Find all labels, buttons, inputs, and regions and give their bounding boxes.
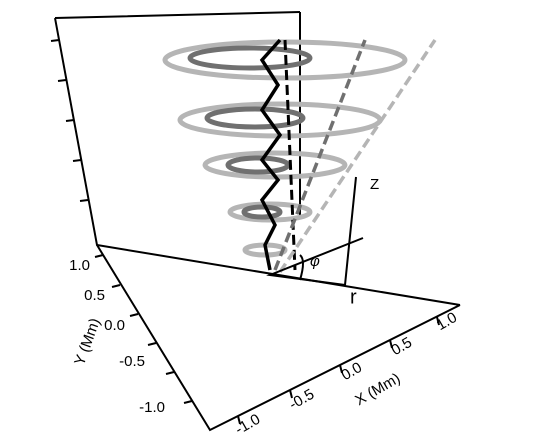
y-tick-label: -0.5: [119, 353, 145, 370]
coordinate-sketch: [266, 176, 364, 287]
y-tick-label: 0.0: [104, 317, 125, 334]
y-tick-label: 0.5: [84, 287, 105, 304]
box: [50, 11, 461, 432]
y-tick-label: 1.0: [69, 257, 90, 274]
y-tick-labels: 1.0 0.5 0.0 -0.5 -1.0: [69, 257, 165, 416]
x-tick-label: -1.0: [232, 411, 263, 439]
r-label: r: [350, 286, 357, 308]
y-axis-label: Y (Mm): [71, 316, 104, 368]
phi-label: φ: [310, 253, 320, 270]
x-tick-label: 1.0: [433, 309, 460, 334]
z-label: Z: [370, 176, 379, 193]
spirals: [162, 38, 437, 273]
y-tick-label: -1.0: [139, 399, 165, 416]
x-tick-labels: -1.0 -0.5 0.0 0.5 1.0: [232, 309, 460, 438]
